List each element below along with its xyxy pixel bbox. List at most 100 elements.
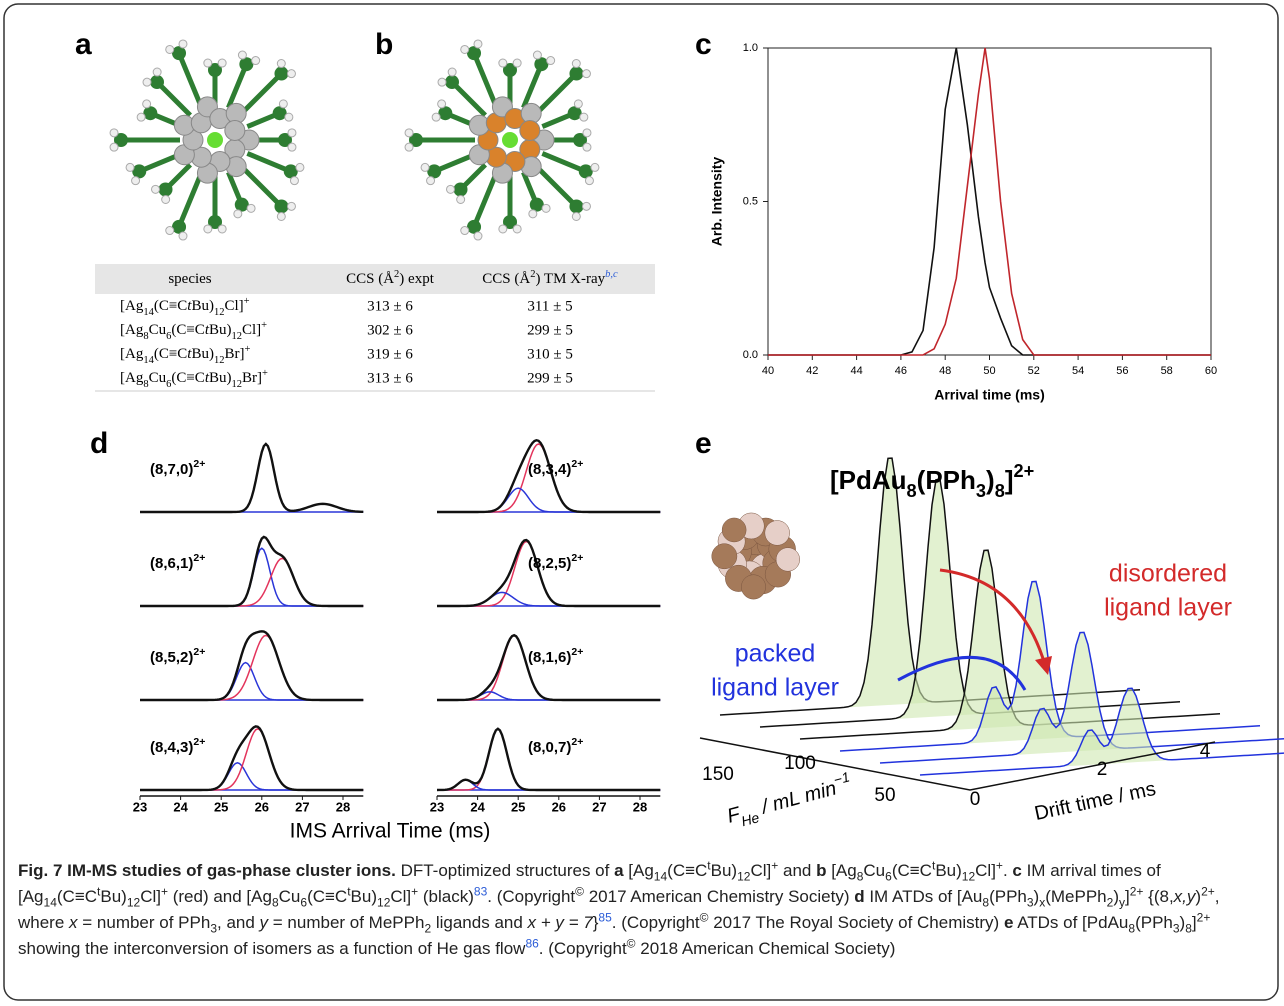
hydrogen-atom — [581, 201, 591, 211]
caption-run: Cl] — [975, 861, 996, 880]
bond — [532, 162, 579, 209]
hydrogen-atom — [131, 176, 141, 186]
caption-run: 14 — [653, 869, 668, 884]
x-tick-label: 28 — [633, 799, 647, 814]
plot-label: (8,5,2)2+ — [150, 646, 205, 666]
caption-run: = number of PPh — [77, 913, 211, 932]
caption-run: + — [411, 884, 419, 899]
text-run: 2+ — [193, 458, 205, 470]
hydrogen-atom — [136, 112, 146, 122]
component-curve — [437, 443, 661, 513]
component-curve — [140, 762, 364, 791]
caption-run: Bu) — [710, 861, 738, 880]
carbon-atom — [578, 164, 593, 179]
metal-atom — [519, 119, 541, 141]
caption-run: , and — [217, 913, 260, 932]
text-run: + — [244, 344, 250, 355]
caption-run: © — [699, 910, 709, 925]
caption-run: ) — [1179, 913, 1186, 932]
hydrogen-atom — [161, 194, 171, 204]
text-run: 3 — [976, 481, 986, 501]
caption-run: 3 — [210, 921, 217, 936]
x-tick-label: 27 — [295, 799, 309, 814]
caption-run: Cl] — [390, 887, 412, 906]
caption-run: 14 — [43, 895, 57, 910]
ligand-sphere — [711, 543, 738, 570]
caption-run: . (Copyright — [487, 887, 576, 906]
trace — [839, 580, 1261, 752]
caption-run: Cu — [278, 887, 301, 906]
caption-run: Cl] — [140, 887, 161, 906]
caption-run: [Ag — [623, 861, 654, 880]
panel-label: d — [90, 427, 108, 460]
text-run: species — [168, 271, 211, 287]
text-run: He — [739, 809, 761, 829]
hydrogen-atom — [178, 231, 188, 241]
hydrogen-atom — [246, 203, 256, 213]
caption-run: 2017 American Chemistry Society) — [583, 887, 855, 906]
sum-curve — [437, 633, 661, 702]
caption-run: x — [1039, 895, 1046, 910]
hydrogen-atom — [404, 142, 414, 152]
text-run: (8,5,2) — [150, 649, 193, 666]
text-run: (C≡C — [171, 322, 204, 338]
axis-label: FHe / mL min−1 — [724, 768, 856, 832]
carbon-atom — [143, 106, 158, 121]
trace-fill — [880, 632, 1284, 763]
caption-run: 12 — [126, 895, 141, 910]
halide-atom — [502, 132, 518, 148]
axis-tick-label: 0 — [970, 789, 981, 810]
carbon-atom — [114, 133, 128, 148]
text-run: Bu) — [191, 298, 214, 314]
hydrogen-atom — [289, 176, 299, 186]
x-tick-label: 26 — [255, 799, 269, 814]
caption-run: 85 — [598, 910, 612, 925]
bond — [521, 63, 544, 109]
text-run: 2 — [530, 269, 535, 280]
text-run: Cl] — [224, 298, 243, 314]
text-run: [Ag — [120, 322, 144, 338]
caption-run: Cl] — [750, 861, 772, 880]
x-tick-label: 24 — [173, 799, 188, 814]
x-tick-label: 23 — [430, 799, 444, 814]
metal-atom — [224, 119, 246, 141]
table-cell: 302 ± 6 — [367, 322, 413, 338]
hydrogen-atom — [284, 112, 294, 122]
text-run: 2+ — [571, 552, 583, 564]
hydrogen-atom — [582, 142, 592, 152]
x-axis-label: IMS Arrival Time (ms) — [290, 820, 491, 843]
hydrogen-atom — [571, 59, 581, 69]
halide-atom — [207, 132, 223, 148]
caption-run: (red) and [Ag — [168, 887, 272, 906]
x-tick-label: 60 — [1205, 365, 1217, 377]
caption-run: 2+ — [1129, 884, 1144, 899]
text-run: Cl] — [242, 322, 261, 338]
carbon-atom — [438, 106, 453, 121]
panel-title: [PdAu8(PPh3)8]2+ — [830, 461, 1034, 501]
hydrogen-atom — [404, 128, 414, 138]
caption-run: . (Copyright — [611, 913, 700, 932]
plot-label: (8,7,0)2+ — [150, 458, 205, 478]
panel-label: e — [695, 427, 712, 460]
caption-run: Bu) — [935, 861, 962, 880]
text-run: 12 — [231, 379, 242, 390]
bond — [155, 80, 193, 118]
bond — [176, 52, 204, 109]
sum-curve — [436, 727, 661, 792]
line-series — [768, 47, 1211, 356]
carbon-atom — [274, 66, 289, 81]
hydrogen-atom — [237, 50, 247, 60]
bond — [237, 162, 284, 209]
text-run: t — [187, 298, 192, 314]
text-run: 2 — [394, 269, 399, 280]
hydrogen-atom — [276, 59, 286, 69]
table-header: CCS (Å2) TM X-rayb,c — [482, 269, 618, 288]
hydrogen-atom — [287, 128, 297, 138]
table-cell: [Ag14(C≡CtBu)12Cl]+ — [120, 296, 250, 318]
text-run: 2+ — [571, 646, 583, 658]
text-run: [Ag — [120, 346, 144, 362]
hydrogen-atom — [579, 112, 589, 122]
axis-tick-label: 50 — [874, 785, 895, 806]
text-run: [PdAu — [830, 465, 907, 495]
x-tick-label: 58 — [1161, 365, 1173, 377]
